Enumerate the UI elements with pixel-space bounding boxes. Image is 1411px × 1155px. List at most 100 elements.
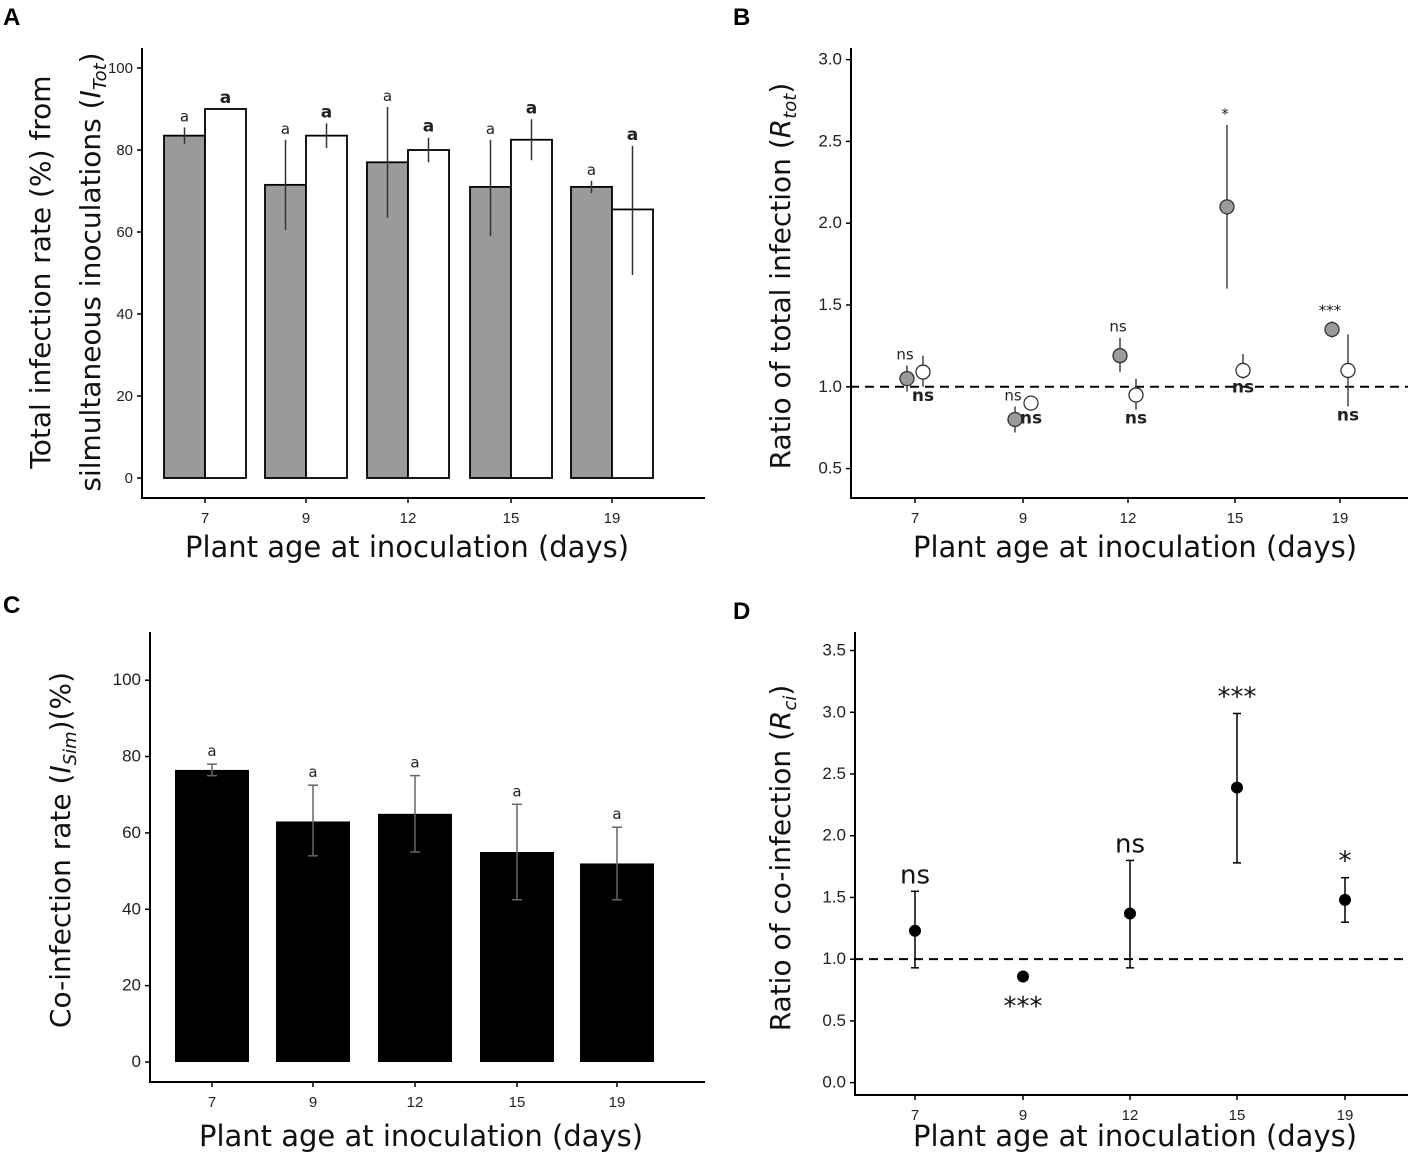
panel-a-x-tick-label: 15: [503, 510, 520, 527]
panel-d-y-label-text: Ratio of co-infection (Rci): [764, 685, 801, 1032]
panel-c-x-ticks: 7 9 12 15 19: [208, 1082, 626, 1111]
panel-a-x-tick-label: 12: [400, 510, 417, 527]
panel-d-point: [1231, 781, 1243, 794]
panel-d-point: [1339, 893, 1351, 906]
panel-d-x-ticks: 7 9 12 15 19: [911, 1095, 1354, 1124]
panel-b-y-tick-label: 1.0: [818, 377, 842, 396]
panel-b-x-tick-label: 7: [911, 510, 919, 527]
panel-c-axes: [149, 632, 705, 1083]
panel-d-sig-label: *: [1339, 847, 1352, 877]
panel-letter-d: D: [733, 598, 750, 625]
panel-d-x-tick-label: 15: [1229, 1107, 1246, 1124]
panel-c-x-tick-label: 15: [509, 1094, 526, 1111]
panel-d-sig-label: ns: [900, 860, 930, 890]
panel-a-bar-white: [305, 134, 348, 479]
panel-a-y-label-text1: Total infection rate (%) from: [24, 75, 57, 469]
panel-b-y-tick-label: 2.0: [818, 213, 842, 232]
panel-b-sig-label: ns: [1232, 378, 1254, 398]
panel-d-y-tick-label: 3.0: [822, 702, 846, 721]
panel-d-y-tick-label: 3.5: [822, 641, 846, 660]
panel-b-point-grey: [899, 370, 915, 387]
panel-c-x-tick-label: 9: [309, 1094, 317, 1111]
panel-d-x-tick-label: 12: [1122, 1107, 1139, 1124]
panel-c-y-label: Co-infection rate (ISim)(%): [44, 672, 81, 1028]
panel-c-y-tick-label: 60: [122, 823, 141, 842]
panel-d-x-tick-label: 9: [1019, 1107, 1027, 1124]
panel-d-y-tick-label: 2.0: [822, 826, 846, 845]
panel-b-y-ticks: 0.5 1.0 1.5 2.0 2.5 3.0: [818, 50, 851, 478]
panel-d-y-tick-label: 1.5: [822, 887, 846, 906]
panel-b-sig-label: ns: [1020, 409, 1042, 429]
panel-c-x-tick-label: 12: [407, 1094, 424, 1111]
panel-b-sig-label: ns: [912, 386, 934, 406]
panel-c-x-tick-label: 19: [609, 1094, 626, 1111]
panel-c-x-label: Plant age at inoculation (days): [199, 1119, 643, 1153]
panel-a-bar-white: [510, 138, 553, 479]
panel-b-point-white: [1340, 362, 1356, 379]
panel-b-y-label-text: Ratio of total infection (Rtot): [764, 83, 801, 470]
panel-b-point-grey: [1324, 321, 1340, 338]
panel-c-sig-label: a: [512, 782, 521, 800]
panel-c-x-tick-label: 7: [208, 1094, 216, 1111]
panel-a-x-tick-label: 7: [201, 510, 209, 527]
panel-a-sig-label: a: [180, 107, 189, 125]
panel-a-bar-grey: [264, 183, 307, 479]
panel-a-bar-grey: [570, 185, 613, 479]
panel-c-sig-label: a: [207, 742, 216, 760]
panel-d-x-tick-label: 19: [1337, 1107, 1354, 1124]
panel-c-y-tick-label: 40: [122, 899, 141, 918]
panel-a: 0 20 40 60 80 100 a a a a a a a a a a 7 9 12 15 19 Plant a…: [24, 48, 705, 564]
panel-a-sig-label: a: [627, 125, 638, 145]
panel-b-point-white: [915, 364, 931, 380]
panel-letter-a: A: [3, 4, 20, 31]
panel-b-point-grey: [1112, 348, 1128, 364]
panel-c-y-tick-label: 0: [132, 1052, 141, 1071]
panel-d-points: ns***ns****: [900, 682, 1352, 1021]
panel-a-x-tick-label: 19: [604, 510, 621, 527]
panel-b-sig-label: ns: [1125, 409, 1147, 429]
panel-a-y-tick-label: 0: [125, 470, 133, 487]
panel-c-sig-label: a: [308, 763, 317, 781]
panel-b-point-white: [1235, 362, 1251, 379]
panel-d-sig-label: ***: [1004, 992, 1043, 1022]
panel-a-y-tick-label: 100: [108, 60, 133, 77]
panel-a-sig-label: a: [220, 88, 231, 108]
panel-a-y-tick-label: 60: [116, 224, 133, 241]
panel-b-x-tick-label: 9: [1019, 510, 1027, 527]
panel-a-x-ticks: 7 9 12 15 19: [201, 498, 621, 527]
panel-b-point-white: [1023, 395, 1039, 411]
panel-b-sig-label: ns: [1109, 318, 1127, 336]
panel-d-y-tick-label: 0.0: [822, 1073, 846, 1092]
panel-a-sig-label: a: [423, 117, 434, 137]
panel-d-x-label: Plant age at inoculation (days): [913, 1119, 1357, 1153]
panel-a-y-tick-label: 80: [116, 142, 133, 159]
panel-b-x-label: Plant age at inoculation (days): [913, 530, 1357, 564]
panel-a-sig-label: a: [383, 87, 392, 105]
panel-b-y-tick-label: 2.5: [818, 131, 842, 150]
panel-d-point: [909, 924, 921, 937]
panel-c-bar: [378, 813, 452, 1062]
panel-c-y-tick-label: 100: [113, 670, 141, 689]
panel-a-y-ticks: 0 20 40 60 80 100: [108, 60, 142, 487]
panel-a-sig-label: a: [281, 120, 290, 138]
panel-b-point-grey: [1007, 411, 1023, 428]
panel-c-sig-label: a: [410, 754, 419, 772]
panel-c-y-ticks: 0 20 40 60 80 100: [113, 670, 150, 1071]
panel-d-y-ticks: 0.0 0.5 1.0 1.5 2.0 2.5 3.0 3.5: [822, 641, 855, 1092]
panel-b-x-tick-label: 19: [1332, 510, 1349, 527]
panel-a-sig-label: a: [587, 161, 596, 179]
panel-d-point: [1124, 907, 1136, 920]
panel-a-bar-white: [204, 108, 247, 479]
panel-d-y-tick-label: 0.5: [822, 1011, 846, 1030]
panel-letter-c: C: [3, 592, 20, 619]
panel-a-y-label-line2: silmultaneous inoculations (ITot): [74, 52, 111, 491]
panel-letter-b: B: [733, 4, 750, 31]
panel-d-y-tick-label: 2.5: [822, 764, 846, 783]
panel-b-y-tick-label: 0.5: [818, 459, 842, 478]
panel-d-axes: [854, 632, 1408, 1096]
panel-a-sig-label: a: [486, 120, 495, 138]
